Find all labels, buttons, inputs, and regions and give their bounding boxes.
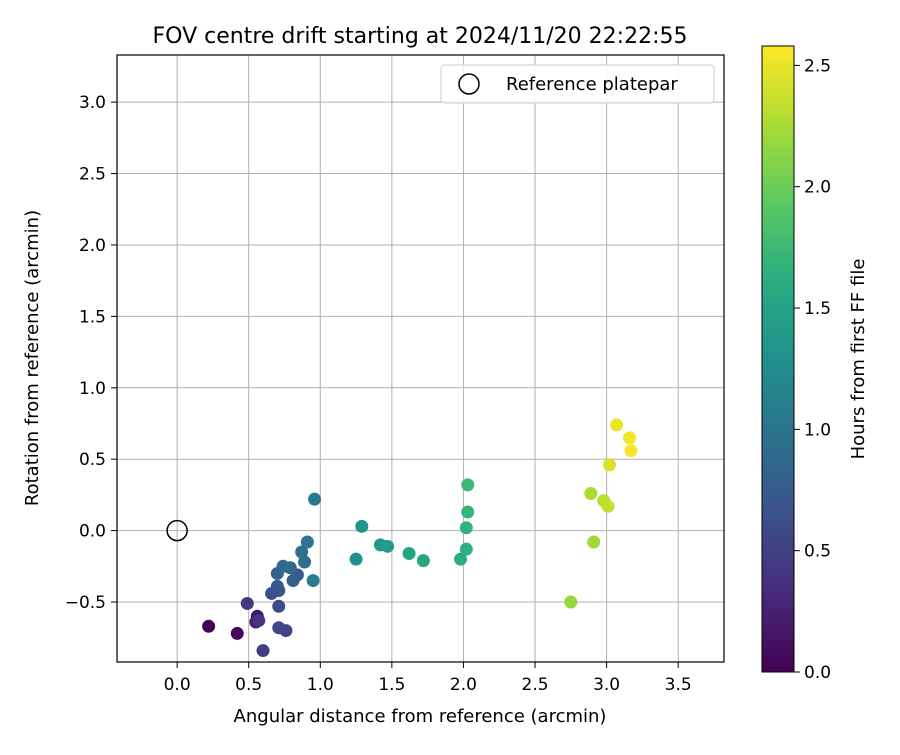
colorbar-gradient [761, 45, 795, 673]
scatter-point [349, 552, 363, 566]
y-axis-ticks: −0.5 0.0 0.5 1.0 1.5 2.0 2.5 3.0 [65, 93, 117, 613]
x-axis-label: Angular distance from reference (arcmin) [234, 706, 607, 727]
scatter-point [587, 535, 601, 549]
scatter-point [298, 555, 312, 569]
x-tick-label: 2.5 [522, 675, 549, 695]
plot-frame [116, 54, 725, 663]
scatter-point [381, 539, 395, 553]
colorbar-tick-label: 2.5 [804, 56, 831, 76]
scatter-point [624, 444, 638, 458]
y-tick-label: −0.5 [65, 593, 106, 613]
colorbar-tick-label: 2.0 [804, 178, 831, 198]
scatter-point [286, 574, 300, 588]
colorbar-tick-label: 1.5 [804, 299, 831, 319]
scatter-point [272, 599, 286, 613]
scatter-point [256, 644, 270, 658]
scatter-point [230, 626, 244, 640]
scatter-point [272, 621, 286, 635]
scatter-point [461, 478, 475, 492]
scatter-point [308, 492, 322, 506]
reference-platepar-marker [166, 519, 188, 542]
scatter-point [295, 545, 309, 559]
scatter-point [306, 574, 320, 588]
colorbar: 0.0 0.5 1.0 1.5 2.0 2.5 Hours from first FF f… [761, 45, 869, 683]
scatter-point [459, 521, 473, 535]
colorbar-tick-label: 0.5 [804, 542, 831, 562]
scatter-point [355, 519, 369, 533]
scatter-point [202, 619, 216, 633]
y-tick-label: 0.0 [79, 522, 106, 542]
legend-hollow-circle-icon [458, 73, 480, 95]
scatter-point [240, 596, 254, 610]
x-tick-label: 3.5 [665, 675, 692, 695]
scatter-point [584, 486, 598, 500]
scatter-point [416, 554, 430, 568]
y-tick-label: 0.5 [79, 450, 106, 470]
x-tick-label: 1.0 [307, 675, 334, 695]
scatter-point [454, 552, 468, 566]
scatter-point [300, 535, 314, 549]
x-tick-label: 0.0 [164, 675, 191, 695]
y-tick-label: 1.0 [79, 379, 106, 399]
scatter-point [602, 458, 616, 472]
scatter-point [283, 561, 297, 575]
y-tick-label: 2.5 [79, 165, 106, 185]
colorbar-label: Hours from first FF file [848, 259, 869, 460]
y-axis-label: Rotation from reference (arcmin) [22, 210, 43, 506]
x-axis-ticks: 0.0 0.5 1.0 1.5 2.0 2.5 3.0 3.5 [164, 662, 692, 695]
y-tick-label: 1.5 [79, 307, 106, 327]
chart-title: FOV centre drift starting at 2024/11/20 … [153, 24, 688, 49]
scatter-point [459, 542, 473, 556]
scatter-point [252, 614, 266, 628]
legend-label-reference: Reference platepar [506, 74, 678, 95]
x-tick-label: 1.5 [378, 675, 405, 695]
reference-marker-layer [166, 519, 188, 542]
scatter-point [623, 431, 637, 445]
x-tick-label: 0.5 [235, 675, 262, 695]
scatter-point [610, 418, 624, 432]
legend: Reference platepar [440, 64, 715, 104]
legend-box [440, 64, 715, 104]
scatter-point [601, 499, 615, 513]
colorbar-ticks: 0.0 0.5 1.0 1.5 2.0 2.5 [794, 56, 831, 683]
y-tick-label: 3.0 [79, 93, 106, 113]
scatter-point [461, 505, 475, 519]
x-tick-label: 2.0 [450, 675, 477, 695]
x-tick-label: 3.0 [593, 675, 620, 695]
scatter-points [202, 418, 638, 658]
scatter-point [270, 579, 284, 593]
y-tick-label: 2.0 [79, 236, 106, 256]
colorbar-tick-label: 0.0 [804, 663, 831, 683]
scatter-point [564, 595, 578, 609]
scatter-point [402, 546, 416, 560]
grid-lines [117, 55, 724, 662]
colorbar-tick-label: 1.0 [804, 420, 831, 440]
